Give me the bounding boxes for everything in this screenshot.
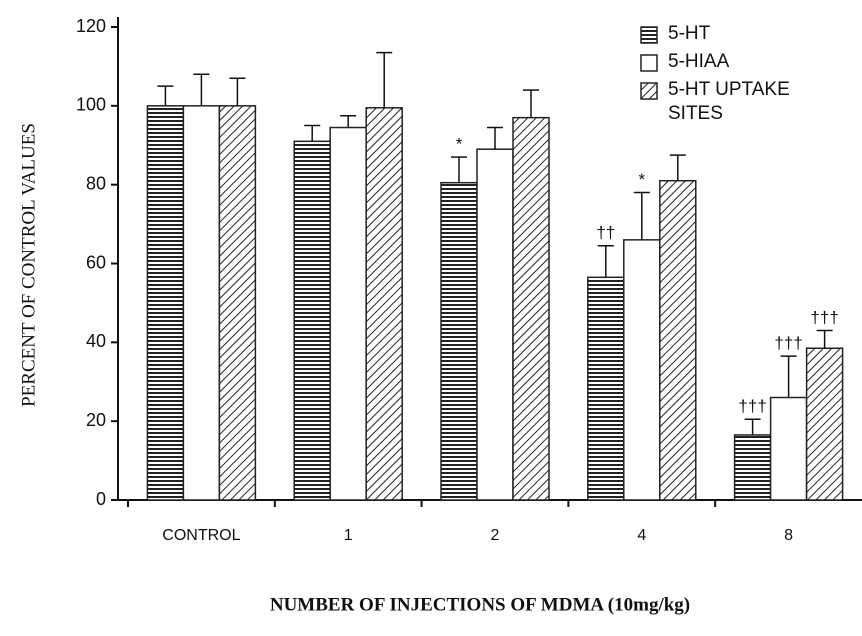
bar xyxy=(623,239,661,501)
bar xyxy=(476,148,514,501)
legend-label: 5-HT xyxy=(668,23,711,44)
x-axis-title: NUMBER OF INJECTIONS OF MDMA (10mg/kg) xyxy=(270,594,690,615)
x-tick-label: 8 xyxy=(784,527,793,544)
significance-marker: ††† xyxy=(774,334,802,353)
legend-item: 5-HIAA xyxy=(640,50,855,74)
bar xyxy=(659,179,697,501)
significance-marker: ††† xyxy=(810,308,838,327)
y-tick-label: 40 xyxy=(86,331,106,351)
bar xyxy=(733,434,772,501)
significance-marker: †† xyxy=(596,223,615,242)
bar xyxy=(146,105,185,501)
legend-label: 5-HT UPTAKE SITES xyxy=(668,79,790,124)
legend-swatch xyxy=(640,82,658,100)
bar xyxy=(512,116,550,501)
significance-marker: * xyxy=(456,135,463,154)
x-tick-label: CONTROL xyxy=(162,527,240,544)
bar xyxy=(805,347,844,501)
y-tick-label: 120 xyxy=(76,16,106,36)
legend-item: 5-HT UPTAKE SITES xyxy=(640,78,855,126)
x-tick-label: 4 xyxy=(637,527,646,544)
legend-label: 5-HIAA xyxy=(668,51,730,72)
bar xyxy=(218,105,257,501)
bar xyxy=(769,396,808,501)
y-axis-title: PERCENT OF CONTROL VALUES xyxy=(18,123,39,407)
y-tick-label: 100 xyxy=(76,95,106,115)
bar xyxy=(182,105,221,501)
bar xyxy=(365,107,403,501)
legend-swatch xyxy=(640,54,658,72)
bar xyxy=(329,126,367,501)
bar xyxy=(440,181,478,501)
legend-item: 5-HT xyxy=(640,22,855,46)
significance-marker: ††† xyxy=(738,397,766,416)
x-tick-label: 1 xyxy=(344,527,353,544)
y-tick-label: 20 xyxy=(86,410,106,430)
x-tick-label: 2 xyxy=(491,527,500,544)
y-tick-label: 80 xyxy=(86,173,106,193)
significance-marker: * xyxy=(638,170,645,189)
bar xyxy=(587,276,625,501)
y-tick-label: 60 xyxy=(86,252,106,272)
y-tick-label: 0 xyxy=(96,489,106,509)
legend: 5-HT 5-HIAA 5-HT UPTAKE SITES xyxy=(640,22,855,130)
bar xyxy=(293,140,331,501)
legend-swatch xyxy=(640,26,658,44)
